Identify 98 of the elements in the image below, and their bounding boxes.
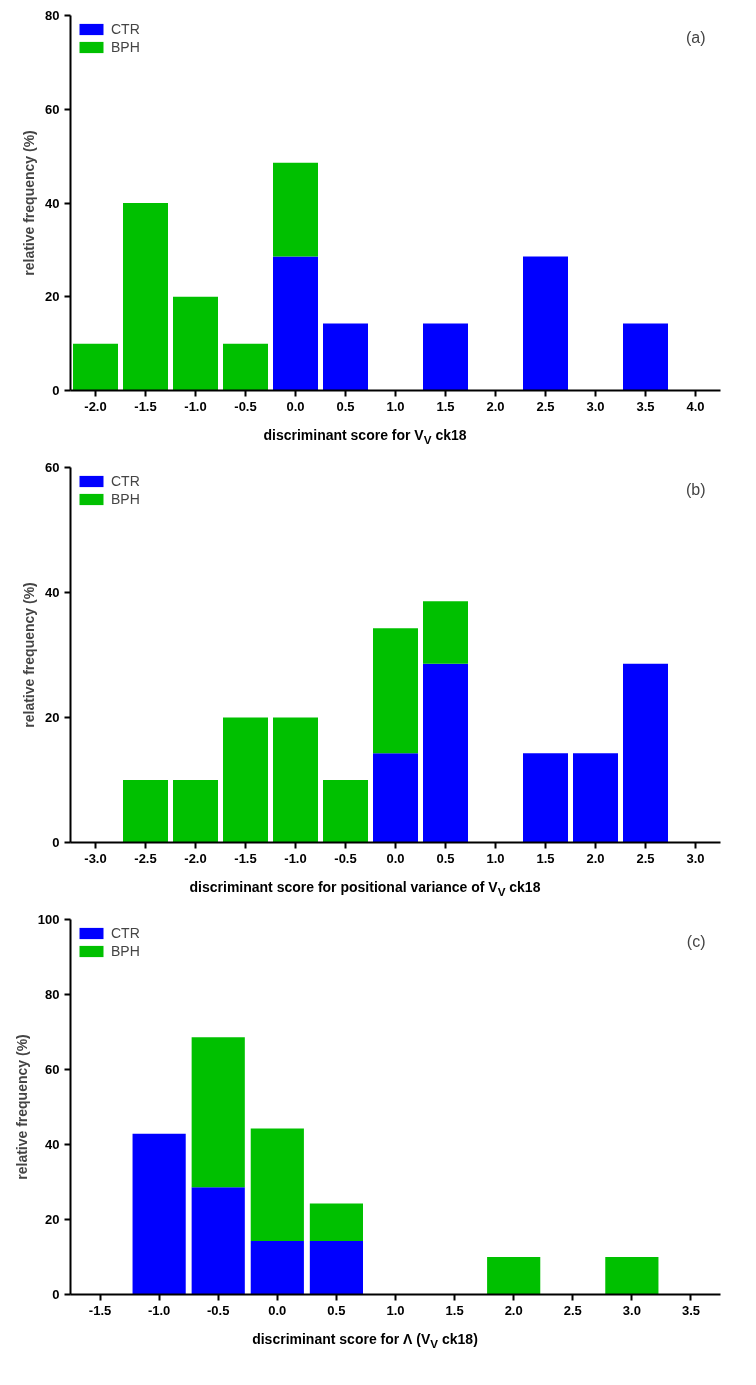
x-tick-label: 1.0 (386, 1302, 405, 1318)
legend-label: BPH (111, 39, 140, 55)
x-tick-label: -0.5 (207, 1302, 230, 1318)
bar (423, 323, 468, 391)
x-tick-label: -1.0 (147, 1302, 171, 1318)
x-tick-label: 1.0 (386, 398, 405, 414)
x-tick-label: -0.5 (234, 398, 257, 414)
y-tick-label: 0 (52, 1287, 60, 1302)
legend-label: CTR (111, 473, 140, 489)
bar (273, 162, 318, 257)
bar (250, 1128, 304, 1241)
y-tick-label: 40 (45, 195, 60, 211)
x-tick-label: -1.5 (88, 1302, 112, 1318)
x-tick-label: 0.5 (327, 1302, 346, 1318)
bar (487, 1257, 541, 1295)
x-tick-label: -2.0 (184, 850, 207, 866)
x-tick-label: 0.0 (286, 398, 305, 414)
x-tick-label: 3.0 (622, 1302, 641, 1318)
y-tick-label: 0 (52, 383, 60, 398)
x-tick-label: -2.5 (134, 850, 157, 866)
bar (573, 753, 618, 843)
x-tick-label: -1.5 (234, 850, 257, 866)
bar (123, 203, 168, 391)
x-tick-label: -2.0 (84, 398, 107, 414)
bar (173, 780, 218, 843)
bar (323, 780, 368, 843)
x-tick-label: 0.5 (436, 850, 455, 866)
bar (223, 717, 268, 843)
x-tick-label: -1.5 (134, 398, 157, 414)
x-tick-label: 2.5 (536, 398, 555, 414)
bar (605, 1257, 659, 1295)
y-tick-label: 80 (45, 8, 60, 23)
bar (373, 628, 418, 754)
x-tick-label: 0.0 (268, 1302, 287, 1318)
bar (73, 343, 118, 391)
x-tick-label: 3.0 (686, 850, 705, 866)
x-tick-label: 2.5 (563, 1302, 582, 1318)
x-tick-label: 0.5 (336, 398, 355, 414)
y-tick-label: 40 (45, 1137, 60, 1152)
y-axis-title: relative frequency (%) (21, 130, 38, 276)
bar (309, 1203, 363, 1241)
y-axis-title: relative frequency (%) (21, 582, 38, 728)
bar (273, 717, 318, 843)
x-tick-label: 3.5 (636, 398, 655, 414)
x-tick-label: 1.0 (486, 850, 505, 866)
y-tick-label: 80 (45, 987, 60, 1002)
y-axis-title: relative frequency (%) (13, 1034, 30, 1180)
x-tick-label: 3.5 (681, 1302, 700, 1318)
bar (523, 753, 568, 843)
legend-label: BPH (111, 943, 140, 959)
bar (309, 1240, 363, 1295)
bar (173, 296, 218, 391)
bar (123, 780, 168, 843)
x-tick-label: 2.0 (486, 398, 505, 414)
x-tick-label: -1.0 (184, 398, 207, 414)
y-tick-label: 60 (45, 1062, 60, 1077)
bar (323, 323, 368, 391)
annotation: (a) (685, 28, 706, 46)
bar (191, 1187, 245, 1295)
x-axis-title: discriminant score for Λ (V$_{V}$ ck18) (252, 1330, 478, 1352)
bar (423, 663, 468, 843)
legend-label: CTR (111, 925, 140, 941)
x-axis-title: discriminant score for positional variance of V$_{V}$ ck18 (189, 878, 541, 900)
x-tick-label: -3.0 (84, 850, 107, 866)
x-tick-label: -0.5 (334, 850, 357, 866)
x-tick-label: 4.0 (686, 398, 705, 414)
bar (250, 1240, 304, 1295)
bar (273, 256, 318, 391)
x-tick-label: 3.0 (586, 398, 605, 414)
x-tick-label: 2.0 (504, 1302, 523, 1318)
legend-label: BPH (111, 491, 140, 507)
bar (623, 663, 668, 843)
annotation: (b) (685, 480, 706, 498)
x-tick-label: 1.5 (436, 398, 455, 414)
x-axis-title: discriminant score for V$_{V}$ ck18 (263, 426, 467, 448)
y-tick-label: 100 (37, 912, 60, 927)
y-tick-label: 40 (45, 585, 60, 600)
y-tick-label: 20 (45, 1212, 60, 1227)
x-tick-label: 1.5 (536, 850, 555, 866)
x-tick-label: 2.0 (586, 850, 605, 866)
bar (523, 256, 568, 391)
bar (423, 601, 468, 664)
bar (223, 343, 268, 391)
y-tick-label: 60 (45, 101, 60, 117)
x-tick-label: -1.0 (284, 850, 307, 866)
x-tick-label: 1.5 (445, 1302, 464, 1318)
x-tick-label: 2.5 (636, 850, 655, 866)
legend-label: CTR (111, 21, 140, 37)
bar (191, 1037, 245, 1188)
y-tick-label: 0 (52, 835, 60, 850)
y-tick-label: 60 (45, 460, 60, 475)
bar (623, 323, 668, 391)
y-tick-label: 20 (45, 289, 60, 305)
bar (373, 753, 418, 843)
bar (132, 1133, 186, 1295)
annotation: (c) (686, 932, 706, 950)
y-tick-label: 20 (45, 710, 60, 725)
x-tick-label: 0.0 (386, 850, 405, 866)
